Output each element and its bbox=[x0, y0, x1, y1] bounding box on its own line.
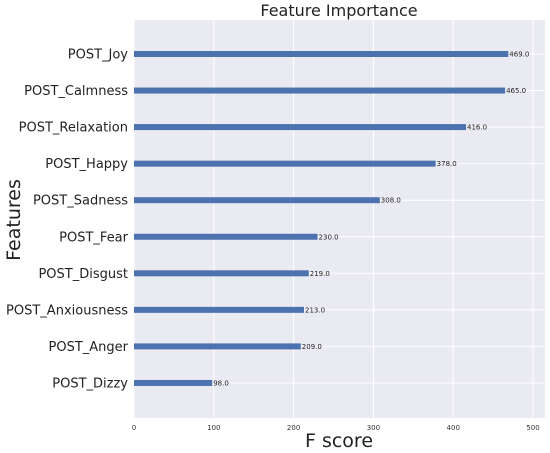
y-tick-labels: POST_Joy POST_Calmness POST_Relaxation POST… bbox=[6, 48, 129, 392]
bar bbox=[134, 233, 318, 240]
bar bbox=[134, 306, 304, 313]
y-tick-label: POST_Disgust bbox=[38, 267, 128, 282]
x-axis-label: F score bbox=[305, 430, 373, 452]
bar bbox=[134, 160, 436, 167]
x-tick-label: 100 bbox=[207, 424, 220, 432]
y-tick-label: POST_Fear bbox=[59, 230, 128, 245]
x-tick-label: 500 bbox=[526, 424, 539, 432]
bar-value-label: 213.0 bbox=[305, 306, 325, 314]
y-tick-label: POST_Sadness bbox=[33, 194, 128, 209]
y-tick-label: POST_Anxiousness bbox=[6, 303, 128, 318]
bar bbox=[134, 343, 301, 350]
bar bbox=[134, 270, 309, 277]
bar-value-label: 416.0 bbox=[467, 124, 487, 132]
y-tick-label: POST_Dizzy bbox=[52, 376, 128, 391]
bar-value-label: 98.0 bbox=[213, 379, 229, 387]
x-tick-label: 300 bbox=[367, 424, 380, 432]
y-axis-label: Features bbox=[3, 179, 25, 261]
bar-value-label: 219.0 bbox=[310, 270, 330, 278]
chart-title: Feature Importance bbox=[260, 1, 417, 20]
bar-value-label: 469.0 bbox=[509, 51, 529, 59]
y-tick-label: POST_Calmness bbox=[24, 84, 128, 99]
bar-value-label: 209.0 bbox=[302, 343, 322, 351]
x-tick-label: 400 bbox=[447, 424, 460, 432]
bar-value-label: 230.0 bbox=[319, 233, 339, 241]
x-tick-labels: 0 100 200 300 400 500 bbox=[132, 424, 540, 432]
bar-value-label: 308.0 bbox=[381, 197, 401, 205]
bar-value-label: 378.0 bbox=[437, 160, 457, 168]
value-labels: 469.0 465.0 416.0 378.0 308.0 230.0 219.0 213.0… bbox=[213, 51, 529, 388]
x-tick-label: 200 bbox=[287, 424, 300, 432]
bar bbox=[134, 87, 506, 94]
bar bbox=[134, 51, 509, 57]
y-tick-label: POST_Anger bbox=[49, 340, 129, 355]
bar bbox=[134, 124, 466, 131]
y-tick-label: POST_Joy bbox=[68, 48, 129, 63]
plot-area bbox=[134, 20, 545, 418]
bar-value-label: 465.0 bbox=[506, 87, 526, 95]
y-tick-label: POST_Happy bbox=[45, 157, 128, 172]
bar bbox=[134, 197, 380, 204]
bar bbox=[134, 379, 213, 386]
x-tick-label: 0 bbox=[132, 424, 136, 432]
y-tick-label: POST_Relaxation bbox=[19, 121, 128, 136]
bars bbox=[134, 51, 509, 386]
